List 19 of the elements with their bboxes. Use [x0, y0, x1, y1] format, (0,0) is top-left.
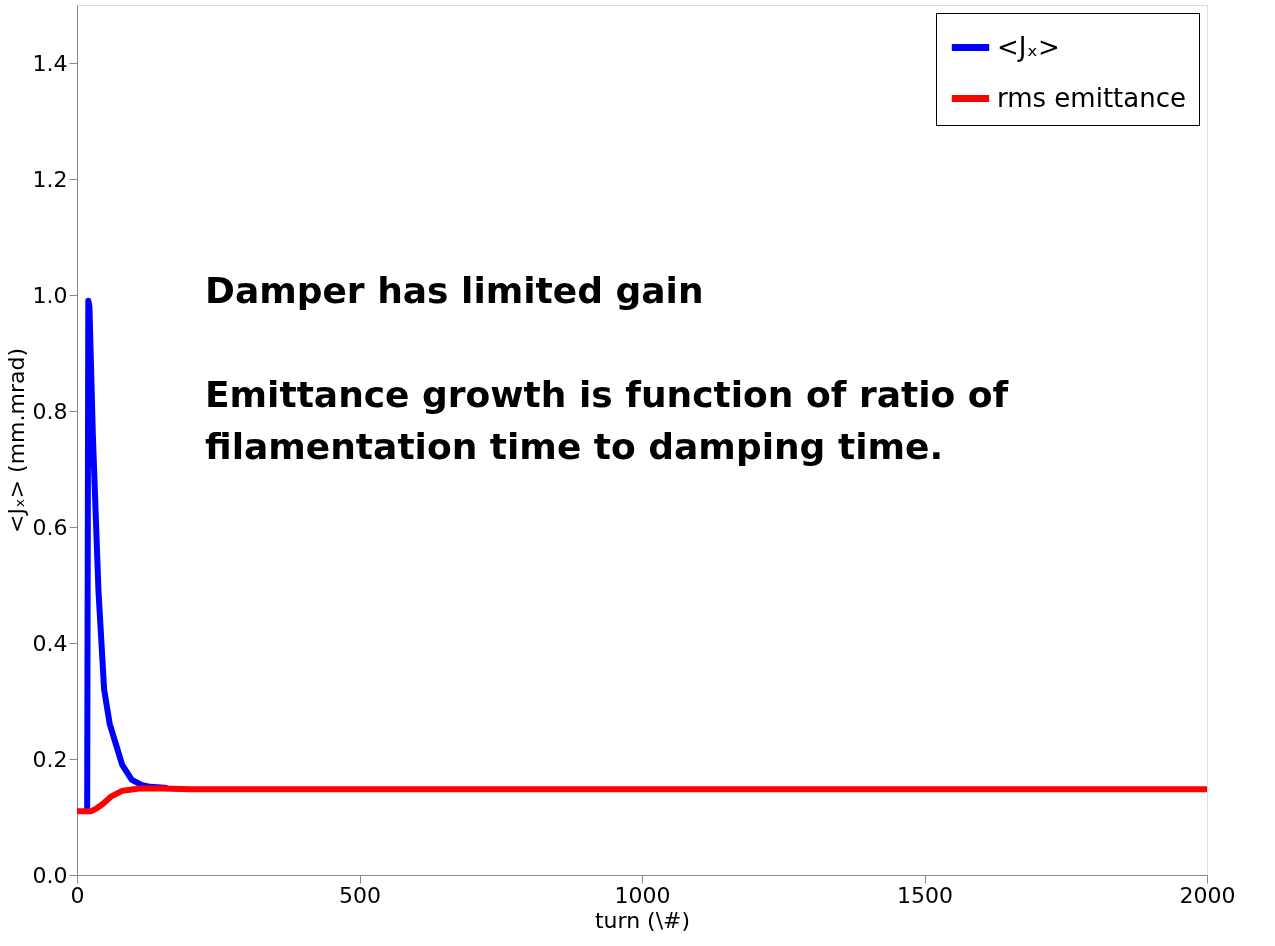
- annotation: Damper has limited gain: [205, 270, 704, 311]
- y-tick-label: 1.2: [32, 166, 68, 192]
- y-tick-label: 1.4: [32, 50, 68, 76]
- y-tick-label: 0.8: [32, 398, 68, 424]
- legend-label: <Jₓ>: [997, 31, 1060, 62]
- x-tick-label: 1500: [897, 882, 953, 908]
- y-tick-label: 0.0: [32, 862, 68, 888]
- y-tick-label: 0.2: [32, 746, 68, 772]
- y-axis-title: <Jₓ> (mm.mrad): [3, 347, 29, 534]
- legend-label: rms emittance: [997, 82, 1187, 113]
- x-axis-title: turn (\#): [594, 907, 691, 933]
- y-tick-label: 1.0: [32, 282, 68, 308]
- annotation: Emittance growth is function of ratio of filamentation time to damping time.: [205, 374, 1009, 467]
- x-tick-label: 2000: [1179, 882, 1236, 908]
- y-tick-label: 0.6: [32, 514, 68, 540]
- y-tick-label: 0.4: [32, 630, 68, 656]
- x-tick-label: 500: [339, 882, 381, 908]
- x-tick-label: 1000: [614, 882, 671, 908]
- x-tick-label: 0: [70, 882, 85, 908]
